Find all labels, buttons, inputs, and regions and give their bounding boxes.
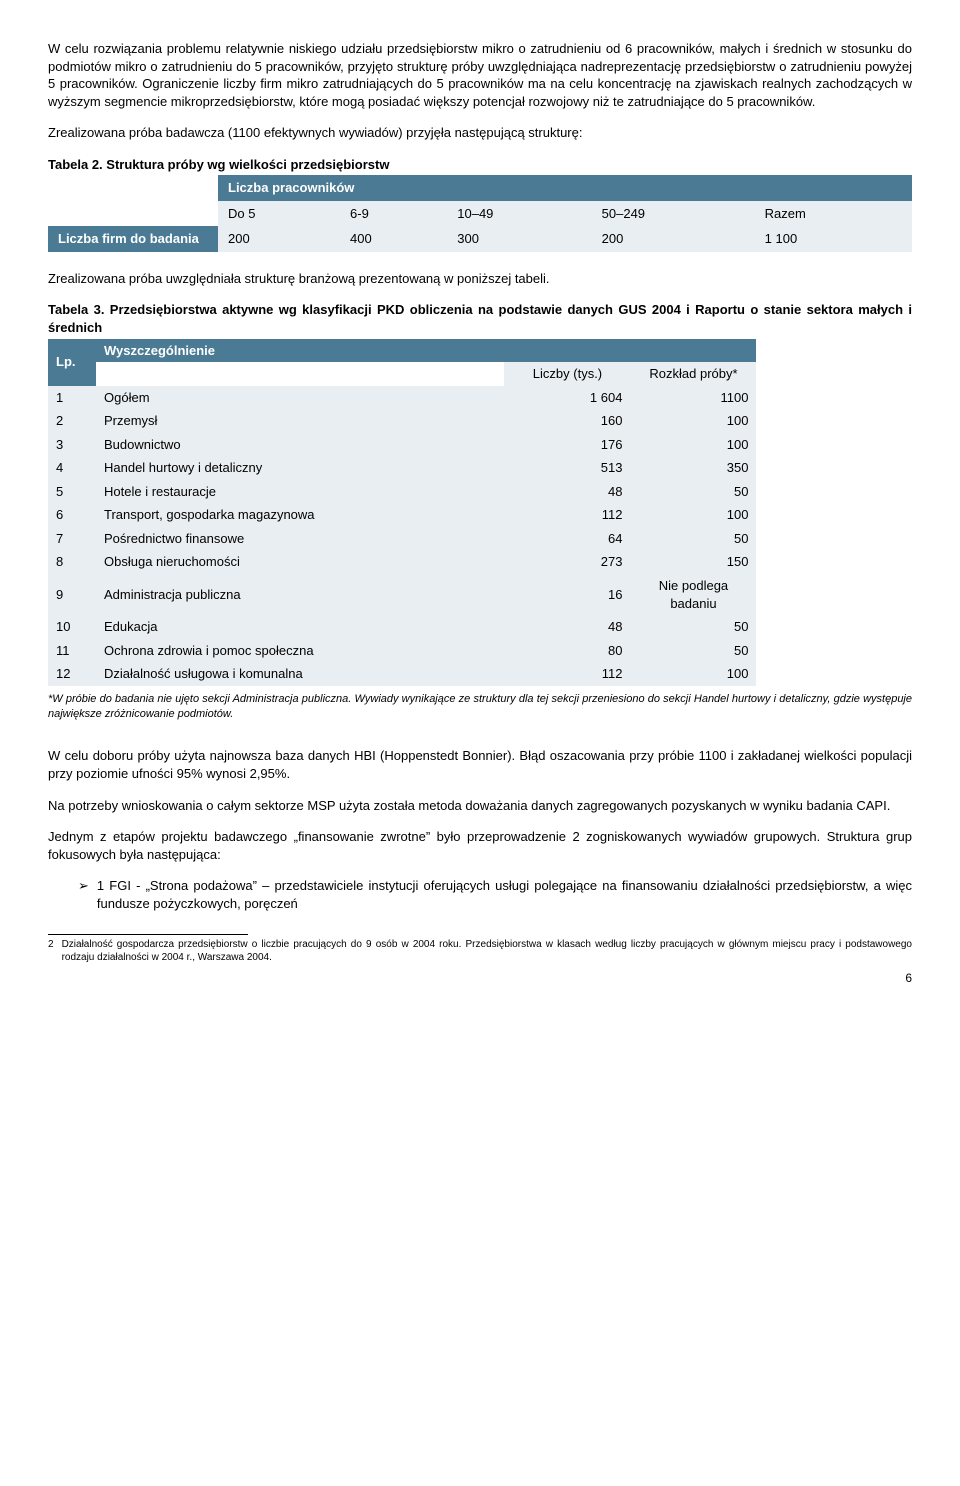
- t3-n: 12: [48, 662, 96, 686]
- t3-footnote: *W próbie do badania nie ujęto sekcji Ad…: [48, 692, 912, 722]
- footnote-num: 2: [48, 939, 54, 964]
- t3-b: 1100: [630, 386, 756, 410]
- t3-a: 513: [504, 456, 630, 480]
- t3-name: Ochrona zdrowia i pomoc społeczna: [96, 639, 504, 663]
- t3-name: Administracja publiczna: [96, 574, 504, 615]
- t3-b: 100: [630, 409, 756, 433]
- t3-n: 3: [48, 433, 96, 457]
- para-2: Zrealizowana próba badawcza (1100 efekty…: [48, 124, 912, 142]
- t3-b: 50: [630, 527, 756, 551]
- t3-a: 16: [504, 574, 630, 615]
- t2-header: Liczba pracowników: [218, 175, 912, 201]
- t3-name: Hotele i restauracje: [96, 480, 504, 504]
- t3-b: Nie podlega badaniu: [630, 574, 756, 615]
- t3-n: 1: [48, 386, 96, 410]
- t3-n: 8: [48, 550, 96, 574]
- t3-name: Pośrednictwo finansowe: [96, 527, 504, 551]
- table3-title: Tabela 3. Przedsiębiorstwa aktywne wg kl…: [48, 301, 912, 336]
- t3-a: 273: [504, 550, 630, 574]
- table-2: Liczba pracowników Do 5 6-9 10–49 50–249…: [48, 175, 912, 252]
- t3-a: 1 604: [504, 386, 630, 410]
- t3-n: 11: [48, 639, 96, 663]
- t3-a: 48: [504, 615, 630, 639]
- t3-b: 50: [630, 639, 756, 663]
- t3-n: 7: [48, 527, 96, 551]
- t2-col: 50–249: [592, 201, 755, 227]
- t3-n: 2: [48, 409, 96, 433]
- t2-col: Do 5: [218, 201, 340, 227]
- t3-name: Handel hurtowy i detaliczny: [96, 456, 504, 480]
- t2-val: 200: [592, 226, 755, 252]
- t3-sub-empty: [96, 362, 504, 386]
- t3-a: 112: [504, 503, 630, 527]
- t2-rowlabel: Liczba firm do badania: [48, 226, 218, 252]
- para-6: Jednym z etapów projektu badawczego „fin…: [48, 828, 912, 863]
- t3-a: 64: [504, 527, 630, 551]
- t3-name: Obsługa nieruchomości: [96, 550, 504, 574]
- t3-lp-hdr: Lp.: [48, 339, 96, 386]
- t3-n: 5: [48, 480, 96, 504]
- table2-title: Tabela 2. Struktura próby wg wielkości p…: [48, 156, 912, 174]
- para-4: W celu doboru próby użyta najnowsza baza…: [48, 747, 912, 782]
- para-1: W celu rozwiązania problemu relatywnie n…: [48, 40, 912, 110]
- t2-col: 10–49: [447, 201, 591, 227]
- t3-a: 176: [504, 433, 630, 457]
- t2-empty2: [48, 201, 218, 227]
- t3-b: 150: [630, 550, 756, 574]
- footnote-rule: [48, 934, 248, 935]
- t3-name: Działalność usługowa i komunalna: [96, 662, 504, 686]
- bullet-1-text: 1 FGI - „Strona podażowa” – przedstawici…: [97, 877, 912, 912]
- t3-b: 100: [630, 503, 756, 527]
- t3-b: 100: [630, 433, 756, 457]
- t3-sub1: Liczby (tys.): [504, 362, 630, 386]
- footnote-text: Działalność gospodarcza przedsiębiorstw …: [62, 939, 912, 964]
- para-5: Na potrzeby wnioskowania o całym sektorz…: [48, 797, 912, 815]
- t2-col: Razem: [755, 201, 912, 227]
- t3-n: 6: [48, 503, 96, 527]
- t3-a: 48: [504, 480, 630, 504]
- t2-val: 1 100: [755, 226, 912, 252]
- t3-n: 4: [48, 456, 96, 480]
- t3-name: Przemysł: [96, 409, 504, 433]
- t3-n: 9: [48, 574, 96, 615]
- t3-name: Budownictwo: [96, 433, 504, 457]
- t3-b: 50: [630, 480, 756, 504]
- t3-b: 100: [630, 662, 756, 686]
- t3-a: 80: [504, 639, 630, 663]
- t3-b: 50: [630, 615, 756, 639]
- t2-val: 200: [218, 226, 340, 252]
- page-number: 6: [48, 970, 912, 986]
- t3-sub2: Rozkład próby*: [630, 362, 756, 386]
- t3-a: 112: [504, 662, 630, 686]
- t3-name: Ogółem: [96, 386, 504, 410]
- para-3: Zrealizowana próba uwzględniała struktur…: [48, 270, 912, 288]
- arrow-icon: ➢: [78, 877, 89, 912]
- t2-val: 400: [340, 226, 447, 252]
- t3-name: Transport, gospodarka magazynowa: [96, 503, 504, 527]
- page-footnote: 2 Działalność gospodarcza przedsiębiorst…: [48, 939, 912, 964]
- t2-empty: [48, 175, 218, 201]
- bullet-1: ➢ 1 FGI - „Strona podażowa” – przedstawi…: [78, 877, 912, 912]
- t3-b: 350: [630, 456, 756, 480]
- t3-name: Edukacja: [96, 615, 504, 639]
- t2-val: 300: [447, 226, 591, 252]
- t2-col: 6-9: [340, 201, 447, 227]
- table-3: Lp. Wyszczególnienie Liczby (tys.) Rozkł…: [48, 339, 756, 686]
- t3-wysz-hdr: Wyszczególnienie: [96, 339, 756, 363]
- t3-a: 160: [504, 409, 630, 433]
- t3-n: 10: [48, 615, 96, 639]
